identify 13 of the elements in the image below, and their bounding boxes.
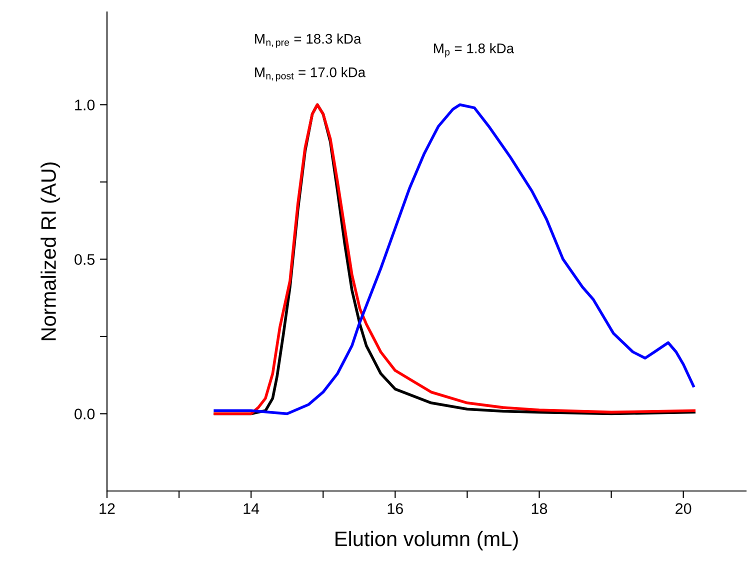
x-tick-label: 12	[100, 503, 115, 514]
x-tick-label: 16	[388, 503, 403, 514]
x-axis-title: Elution volumn (mL)	[336, 530, 518, 550]
y-axis-title: Normalized RI (AU)	[40, 162, 60, 340]
y-tick-label: 1.0	[75, 100, 95, 110]
annotation: M$_{n,post}$ = 17.0 kDa	[255, 67, 366, 82]
x-tick-label: 18	[532, 503, 548, 514]
text: 0.0	[74, 408, 95, 420]
x-tick-label: 14	[244, 503, 260, 514]
annotation: M$_{n,pre}$ = 18.3 kDa	[255, 34, 362, 48]
y-tick-label: 0.5	[74, 254, 95, 265]
annotation: M$_{p}$ = 1.8 kDa	[434, 43, 514, 58]
x-tick-label: 20	[676, 503, 692, 514]
